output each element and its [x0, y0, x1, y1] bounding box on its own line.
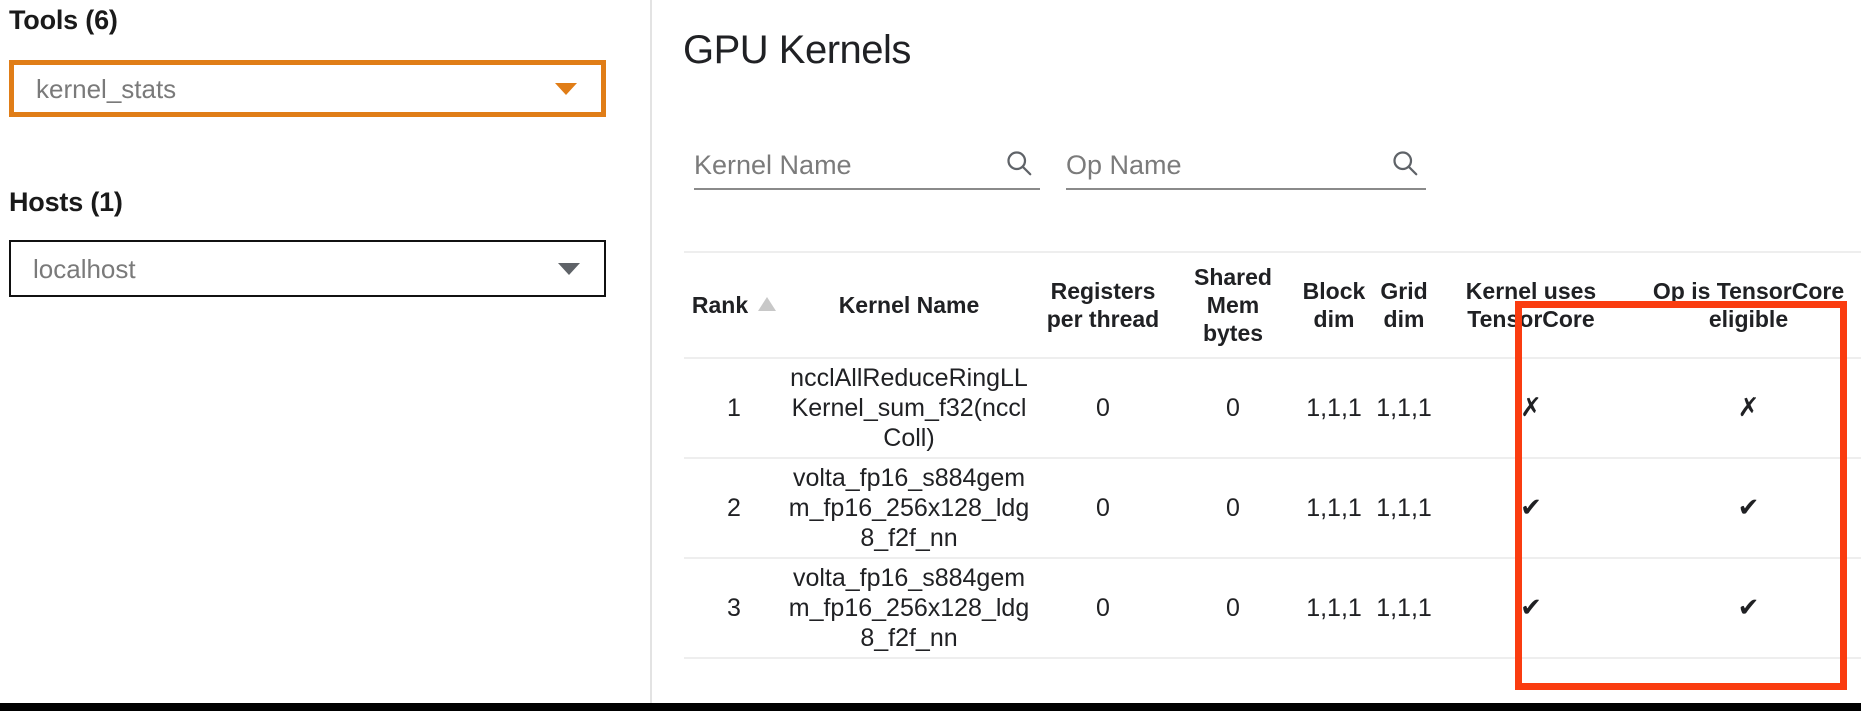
column-header-rank-label: Rank	[691, 291, 749, 318]
cell-kernel-name: volta_fp16_s884gemm_fp16_256x128_ldg8_f2…	[784, 557, 1034, 659]
table-row[interactable]: 2 volta_fp16_s884gemm_fp16_256x128_ldg8_…	[684, 457, 1861, 559]
tools-dropdown-value: kernel_stats	[36, 73, 177, 104]
search-icon[interactable]	[1004, 148, 1034, 183]
cell-kernel-uses-tensorcore: ✗	[1434, 357, 1628, 459]
column-header-op-is-tensorcore-eligible[interactable]: Op is TensorCore eligible	[1628, 251, 1861, 359]
cell-op-is-tensorcore-eligible: ✗	[1628, 357, 1861, 459]
hosts-section-label: Hosts (1)	[9, 187, 123, 217]
cell-registers-per-thread: 0	[1034, 457, 1172, 559]
kernel-name-search-field[interactable]	[694, 142, 1040, 190]
column-header-rank[interactable]: Rank	[684, 251, 784, 359]
cell-shared-mem-bytes: 0	[1172, 457, 1294, 559]
cell-block-dim: 1,1,1	[1294, 557, 1374, 659]
cell-op-is-tensorcore-eligible: ✔	[1628, 457, 1861, 559]
chevron-down-icon	[558, 262, 580, 275]
check-icon: ✔	[1737, 592, 1760, 622]
column-header-shared-mem-bytes[interactable]: Shared Mem bytes	[1172, 251, 1294, 359]
cell-block-dim: 1,1,1	[1294, 457, 1374, 559]
table-row[interactable]: 1 ncclAllReduceRingLLKernel_sum_f32(nccl…	[684, 357, 1861, 459]
column-header-kernel-uses-tensorcore[interactable]: Kernel uses TensorCore	[1434, 251, 1628, 359]
sort-ascending-icon[interactable]	[758, 296, 777, 311]
tools-section-label: Tools (6)	[9, 5, 118, 35]
cell-grid-dim: 1,1,1	[1374, 357, 1434, 459]
cell-registers-per-thread: 0	[1034, 357, 1172, 459]
column-header-registers-per-thread[interactable]: Registers per thread	[1034, 251, 1172, 359]
table-header-row: Rank Kernel Name Registers per thread Sh…	[684, 251, 1861, 359]
bottom-bar	[0, 703, 1861, 711]
check-icon: ✔	[1737, 492, 1760, 522]
kernel-name-search-input[interactable]	[694, 149, 971, 181]
cell-rank: 2	[684, 457, 784, 559]
search-icon[interactable]	[1390, 148, 1420, 183]
column-header-grid-dim[interactable]: Grid dim	[1374, 251, 1434, 359]
table-row[interactable]: 3 volta_fp16_s884gemm_fp16_256x128_ldg8_…	[684, 557, 1861, 659]
cross-icon: ✗	[1737, 392, 1760, 422]
check-icon: ✔	[1520, 492, 1542, 522]
cell-shared-mem-bytes: 0	[1172, 557, 1294, 659]
main-panel: GPU Kernels	[654, 0, 1861, 703]
gpu-kernels-table-container: Rank Kernel Name Registers per thread Sh…	[684, 251, 1861, 659]
cell-registers-per-thread: 0	[1034, 557, 1172, 659]
column-header-kernel-name[interactable]: Kernel Name	[784, 251, 1034, 359]
cell-rank: 1	[684, 357, 784, 459]
cell-grid-dim: 1,1,1	[1374, 557, 1434, 659]
gpu-kernels-table: Rank Kernel Name Registers per thread Sh…	[684, 251, 1861, 659]
table-header: Rank Kernel Name Registers per thread Sh…	[684, 251, 1861, 359]
op-name-search-field[interactable]	[1066, 142, 1426, 190]
cell-kernel-uses-tensorcore: ✔	[1434, 557, 1628, 659]
hosts-dropdown-value: localhost	[33, 253, 136, 284]
hosts-dropdown[interactable]: localhost	[9, 240, 606, 297]
cell-shared-mem-bytes: 0	[1172, 357, 1294, 459]
op-name-search-input[interactable]	[1066, 149, 1354, 181]
cross-icon: ✗	[1520, 392, 1542, 422]
cell-op-is-tensorcore-eligible: ✔	[1628, 557, 1861, 659]
cell-kernel-uses-tensorcore: ✔	[1434, 457, 1628, 559]
check-icon: ✔	[1520, 592, 1542, 622]
cell-grid-dim: 1,1,1	[1374, 457, 1434, 559]
column-header-block-dim[interactable]: Block dim	[1294, 251, 1374, 359]
sidebar: Tools (6) kernel_stats Hosts (1) localho…	[0, 0, 652, 703]
table-body: 1 ncclAllReduceRingLLKernel_sum_f32(nccl…	[684, 357, 1861, 659]
cell-rank: 3	[684, 557, 784, 659]
chevron-down-icon	[555, 82, 577, 95]
cell-kernel-name: ncclAllReduceRingLLKernel_sum_f32(ncclCo…	[784, 357, 1034, 459]
page-title: GPU Kernels	[683, 28, 911, 72]
cell-block-dim: 1,1,1	[1294, 357, 1374, 459]
cell-kernel-name: volta_fp16_s884gemm_fp16_256x128_ldg8_f2…	[784, 457, 1034, 559]
tools-dropdown[interactable]: kernel_stats	[9, 60, 606, 117]
